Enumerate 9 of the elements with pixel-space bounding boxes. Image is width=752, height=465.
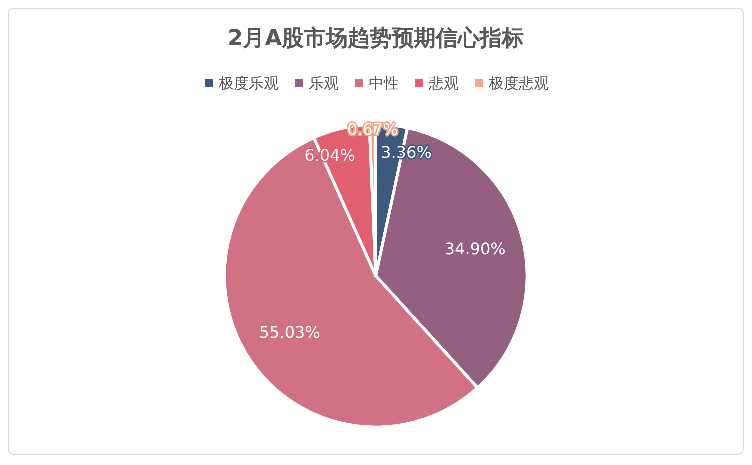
data-label: 55.03% [259,322,320,342]
chart-title: 2月A股市场趋势预期信心指标 [228,26,524,52]
data-label: 34.90% [444,240,506,259]
legend-label: 中性 [369,74,399,92]
legend-label: 极度乐观 [218,74,279,92]
legend-label: 极度悲观 [488,74,549,92]
legend-label: 悲观 [428,74,459,92]
data-label: 0.67% [347,120,398,139]
legend-label: 乐观 [309,74,339,92]
